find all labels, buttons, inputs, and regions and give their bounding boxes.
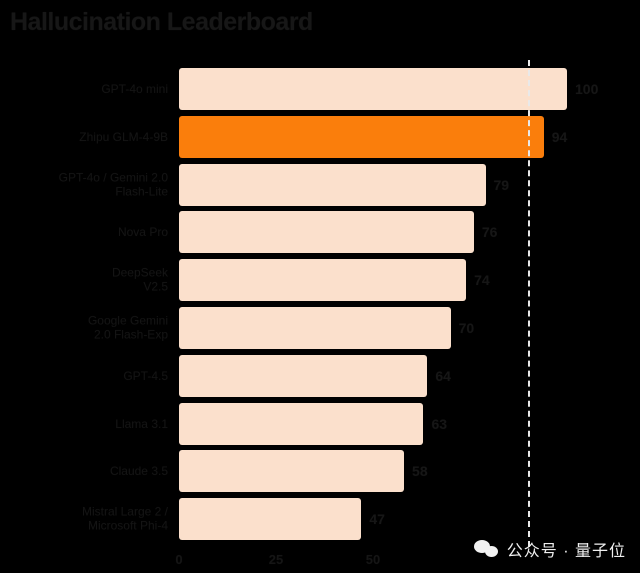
x-axis: 0 25 50 xyxy=(0,546,640,573)
bar-row[interactable] xyxy=(179,354,567,397)
bar-0[interactable] xyxy=(179,67,567,110)
category-label-2: GPT-4o / Gemini 2.0 Flash-Lite xyxy=(58,170,168,199)
bar-row[interactable] xyxy=(179,211,567,254)
bar-row[interactable] xyxy=(179,306,567,349)
category-label-4: DeepSeek V2.5 xyxy=(111,265,168,295)
watermark-text: 公众号 · 量子位 xyxy=(506,543,626,560)
category-label-6: GPT-4.5 xyxy=(123,368,168,383)
reference-line xyxy=(528,60,531,547)
x-tick-0: 0 xyxy=(175,552,183,567)
bar-row[interactable] xyxy=(179,115,567,158)
category-label-5: Google Gemini 2.0 Flash-Exp xyxy=(87,313,168,342)
bar-value-label-9: 47 xyxy=(369,511,385,528)
bar-row[interactable] xyxy=(179,67,567,110)
bar-value-label-3: 76 xyxy=(481,224,498,241)
category-label-3: Nova Pro xyxy=(117,225,168,240)
bar-value-label-8: 58 xyxy=(412,463,428,480)
bar-row[interactable] xyxy=(179,450,567,493)
bar-6[interactable] xyxy=(179,354,428,397)
watermark: 公众号 · 量子位 xyxy=(473,537,626,561)
bar-8[interactable] xyxy=(179,450,405,493)
bar-value-label-1: 94 xyxy=(551,128,568,145)
x-tick-1: 25 xyxy=(268,552,284,567)
bar-1[interactable] xyxy=(179,115,544,158)
bar-row[interactable] xyxy=(179,259,567,302)
category-label-0: GPT-4o mini xyxy=(101,81,168,96)
category-label-8: Claude 3.5 xyxy=(109,464,168,479)
bar-value-label-4: 74 xyxy=(474,272,490,289)
bar-value-label-5: 70 xyxy=(458,319,475,336)
bar-value-label-6: 64 xyxy=(435,367,451,384)
category-label-7: Llama 3.1 xyxy=(115,416,168,431)
bar-value-label-7: 63 xyxy=(431,415,448,432)
plot-area: 100 94 79 76 74 70 64 63 58 47 xyxy=(179,65,598,543)
bar-value-label-0: 100 xyxy=(575,80,599,97)
bar-4[interactable] xyxy=(179,259,467,302)
bar-row[interactable] xyxy=(179,163,567,206)
bar-2[interactable] xyxy=(179,163,486,206)
bar-row[interactable] xyxy=(179,402,567,445)
bar-row[interactable] xyxy=(179,498,567,541)
bar-5[interactable] xyxy=(179,306,451,349)
bar-value-label-2: 79 xyxy=(493,176,510,193)
bar-9[interactable] xyxy=(179,498,362,541)
bar-7[interactable] xyxy=(179,402,424,445)
category-label-9: Mistral Large 2 / Microsoft Phi-4 xyxy=(81,504,168,534)
page-title: Hallucination Leaderboard xyxy=(10,8,313,36)
bar-3[interactable] xyxy=(179,211,474,254)
category-label-1: Zhipu GLM-4-9B xyxy=(79,129,168,144)
y-axis-category-labels: GPT-4o mini Zhipu GLM-4-9B GPT-4o / Gemini… xyxy=(0,65,172,543)
wechat-icon xyxy=(473,539,500,559)
x-tick-2: 50 xyxy=(365,552,381,567)
